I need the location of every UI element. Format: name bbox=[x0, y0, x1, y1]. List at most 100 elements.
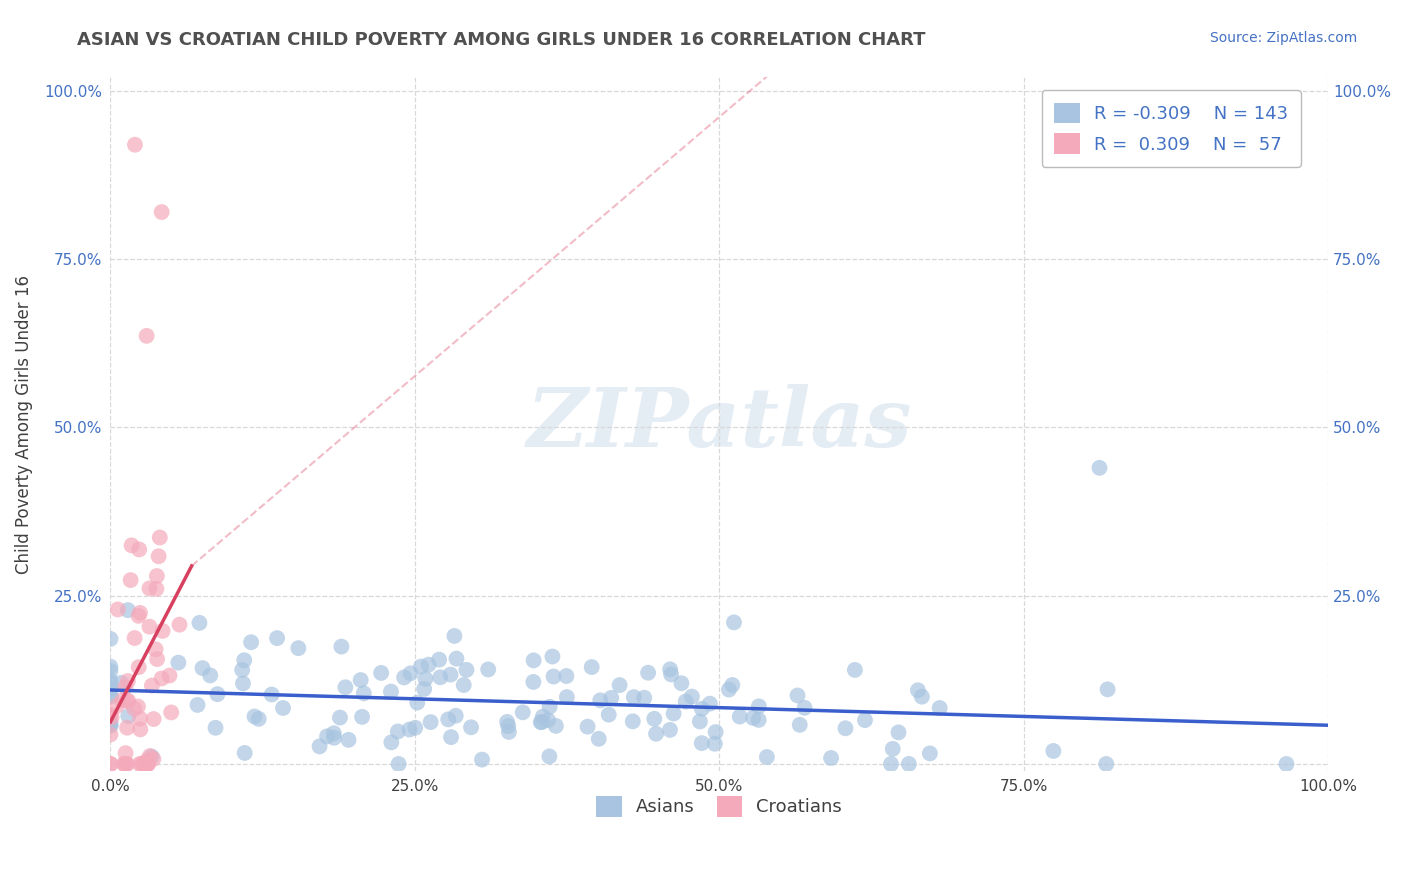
Point bbox=[477, 663, 499, 677]
Point bbox=[755, 750, 778, 764]
Point bbox=[200, 668, 222, 682]
Point bbox=[576, 720, 599, 734]
Point bbox=[531, 710, 554, 724]
Point bbox=[316, 730, 339, 744]
Point bbox=[690, 736, 713, 750]
Point bbox=[207, 687, 229, 701]
Point bbox=[114, 680, 136, 694]
Point bbox=[115, 693, 138, 707]
Point bbox=[329, 710, 352, 724]
Point bbox=[658, 723, 681, 737]
Point bbox=[439, 667, 461, 681]
Point bbox=[150, 205, 173, 219]
Point bbox=[100, 756, 122, 771]
Point bbox=[704, 725, 727, 739]
Point bbox=[844, 663, 866, 677]
Point bbox=[111, 693, 134, 707]
Y-axis label: Child Poverty Among Girls Under 16: Child Poverty Among Girls Under 16 bbox=[15, 275, 32, 574]
Point bbox=[136, 753, 159, 767]
Point bbox=[138, 582, 160, 596]
Point bbox=[330, 640, 353, 654]
Point bbox=[637, 665, 659, 680]
Point bbox=[100, 673, 122, 688]
Point bbox=[538, 749, 561, 764]
Point bbox=[100, 690, 122, 704]
Point bbox=[537, 713, 560, 727]
Point bbox=[122, 701, 145, 715]
Point bbox=[633, 690, 655, 705]
Point bbox=[498, 719, 520, 733]
Point bbox=[555, 690, 578, 704]
Point bbox=[793, 701, 815, 715]
Point bbox=[186, 698, 208, 712]
Point bbox=[882, 741, 904, 756]
Point bbox=[380, 735, 402, 749]
Point bbox=[167, 656, 190, 670]
Point bbox=[107, 602, 129, 616]
Point bbox=[100, 719, 122, 733]
Point bbox=[600, 690, 623, 705]
Point bbox=[717, 682, 740, 697]
Point bbox=[117, 603, 139, 617]
Point bbox=[191, 661, 214, 675]
Point bbox=[409, 659, 432, 673]
Point bbox=[419, 715, 441, 730]
Point bbox=[786, 689, 808, 703]
Point bbox=[146, 652, 169, 666]
Point bbox=[471, 753, 494, 767]
Point bbox=[124, 137, 146, 152]
Point bbox=[387, 724, 409, 739]
Point bbox=[308, 739, 330, 754]
Point bbox=[142, 712, 165, 726]
Point bbox=[530, 714, 553, 729]
Point bbox=[598, 707, 620, 722]
Point bbox=[100, 716, 122, 731]
Point bbox=[437, 712, 460, 726]
Point bbox=[645, 727, 668, 741]
Point bbox=[512, 706, 534, 720]
Point bbox=[120, 573, 142, 587]
Point bbox=[135, 329, 157, 343]
Point bbox=[380, 684, 402, 698]
Point bbox=[370, 665, 392, 680]
Point bbox=[138, 620, 160, 634]
Point bbox=[117, 673, 139, 688]
Point bbox=[907, 683, 929, 698]
Point bbox=[406, 696, 429, 710]
Point bbox=[112, 756, 135, 771]
Point bbox=[659, 662, 682, 676]
Point bbox=[538, 699, 561, 714]
Point bbox=[271, 701, 294, 715]
Point bbox=[699, 697, 721, 711]
Point bbox=[456, 663, 478, 677]
Point bbox=[117, 709, 139, 723]
Point bbox=[128, 542, 150, 557]
Point bbox=[152, 624, 174, 638]
Point bbox=[337, 732, 360, 747]
Point bbox=[148, 549, 170, 564]
Point bbox=[100, 710, 122, 724]
Point bbox=[399, 666, 422, 681]
Point bbox=[453, 678, 475, 692]
Point bbox=[114, 746, 136, 760]
Point bbox=[820, 751, 842, 765]
Point bbox=[128, 608, 150, 623]
Point bbox=[287, 641, 309, 656]
Point bbox=[444, 708, 467, 723]
Point bbox=[231, 663, 253, 677]
Point bbox=[748, 699, 770, 714]
Point bbox=[918, 747, 941, 761]
Point bbox=[418, 657, 440, 672]
Point bbox=[1275, 756, 1298, 771]
Point bbox=[443, 629, 465, 643]
Point bbox=[115, 756, 138, 771]
Point bbox=[204, 721, 226, 735]
Point bbox=[723, 615, 745, 630]
Point bbox=[128, 756, 150, 771]
Point bbox=[117, 694, 139, 708]
Point bbox=[522, 675, 544, 690]
Point bbox=[690, 702, 713, 716]
Point bbox=[100, 688, 122, 702]
Point bbox=[100, 707, 122, 722]
Point bbox=[323, 731, 346, 745]
